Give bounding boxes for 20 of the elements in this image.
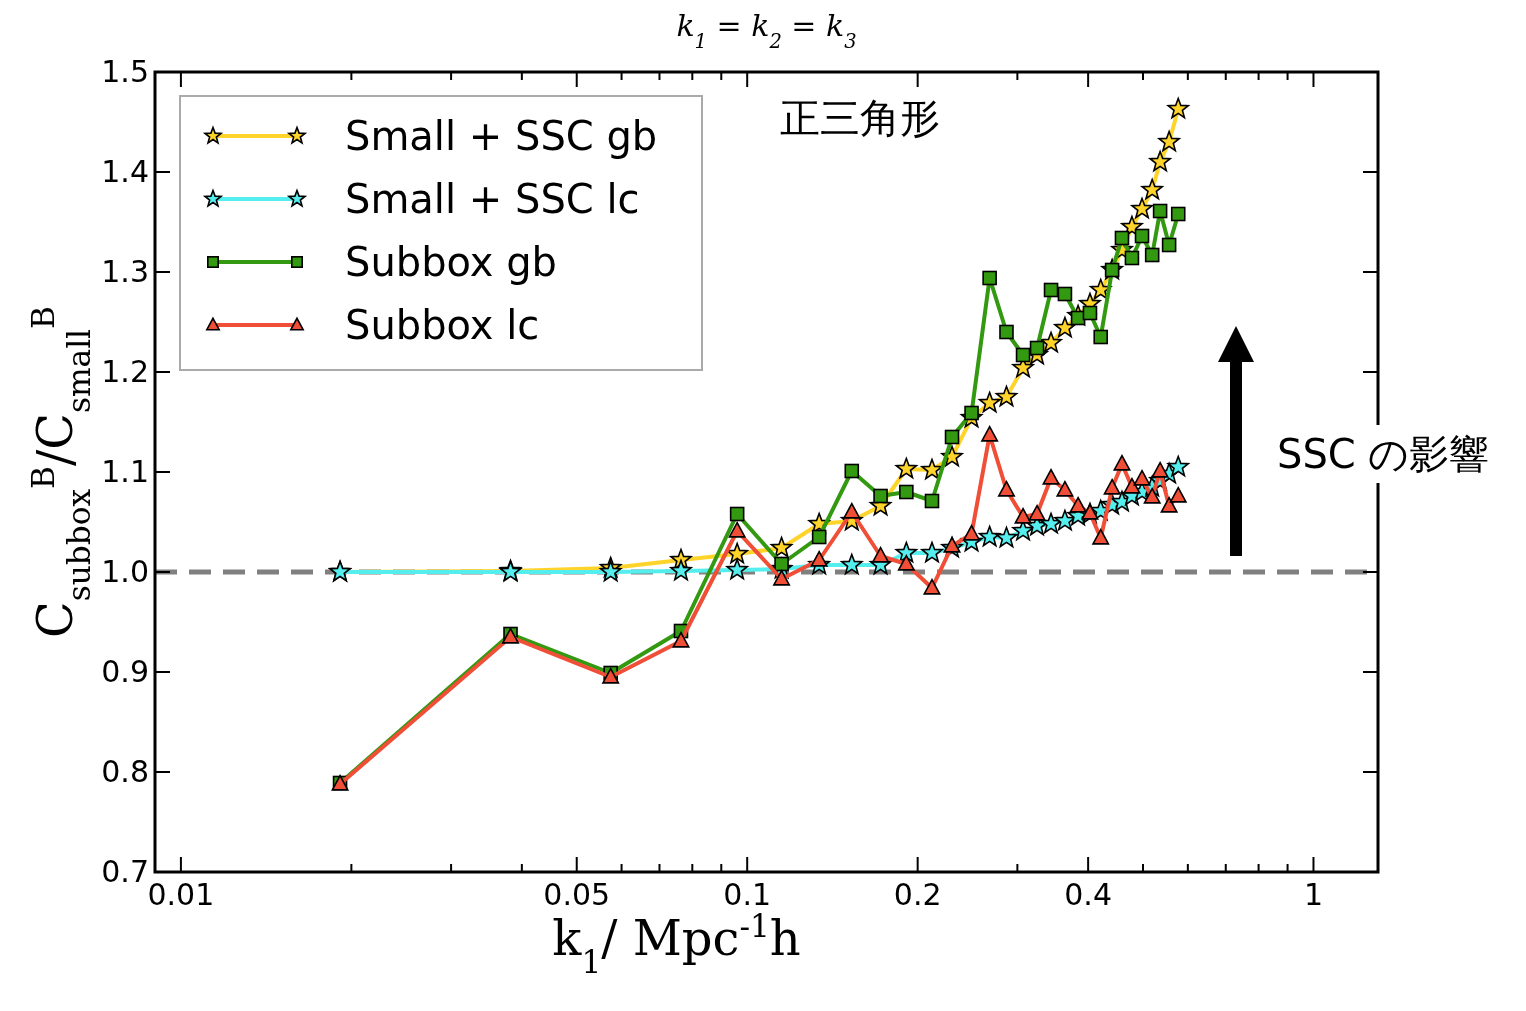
x-tick-label: 0.4 <box>1064 877 1112 912</box>
y-tick-label: 1.2 <box>101 354 149 389</box>
chart-title: k$_{1}$ = k$_{2}$ = k$_{3}$ <box>676 8 857 53</box>
y-tick-label: 0.7 <box>101 854 149 889</box>
y-tick-label: 1.0 <box>101 554 149 589</box>
x-tick-label: 0.2 <box>893 877 942 912</box>
legend-label: Small + SSC gb <box>345 113 658 159</box>
y-tick-label: 0.8 <box>101 754 149 789</box>
x-tick-label: 1 <box>1303 877 1324 912</box>
y-tick-label: 1.5 <box>101 54 149 89</box>
x-tick-label: 0.01 <box>147 877 215 912</box>
y-tick-label: 0.9 <box>101 654 149 689</box>
legend-label: Subbox gb <box>345 239 557 285</box>
annotation: SSC の影響 <box>1277 431 1490 477</box>
y-tick-label: 1.4 <box>101 154 149 189</box>
y-tick-label: 1.1 <box>101 454 149 489</box>
legend-label: Subbox lc <box>345 302 540 348</box>
annotation: 正三角形 <box>780 95 940 141</box>
legend-label: Small + SSC lc <box>345 176 640 222</box>
y-tick-label: 1.3 <box>101 254 149 289</box>
